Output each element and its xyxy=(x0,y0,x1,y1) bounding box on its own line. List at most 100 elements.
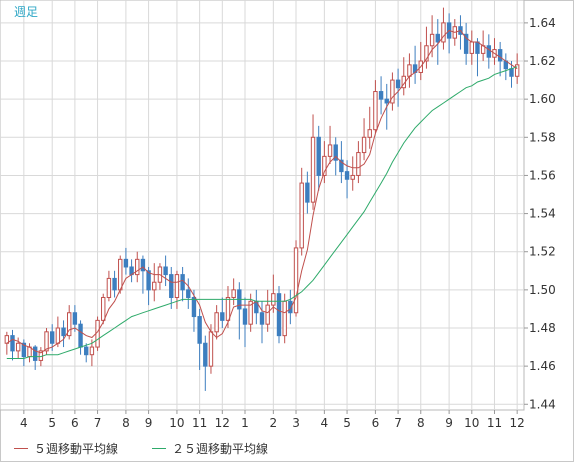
x-tick-label: 8 xyxy=(122,416,130,430)
x-tick-label: 1 xyxy=(241,416,249,430)
candle-body-up xyxy=(106,277,112,298)
x-tick-label: 12 xyxy=(510,416,525,430)
y-tick-label: 1.58 xyxy=(529,130,556,144)
candle-body-up xyxy=(407,64,412,77)
x-tick-label: 5 xyxy=(343,416,351,430)
candle-body-up xyxy=(89,346,95,356)
y-tick-label: 1.44 xyxy=(529,397,556,411)
candle-body-up xyxy=(327,144,333,157)
candle-body-down xyxy=(169,274,174,298)
candle-body-up xyxy=(514,64,520,77)
y-tick-label: 1.54 xyxy=(529,207,556,221)
x-tick-label: 3 xyxy=(292,416,300,430)
candle-body-down xyxy=(395,79,401,89)
candle-body-down xyxy=(333,144,338,161)
candle-body-down xyxy=(10,335,15,352)
candle-body-down xyxy=(475,41,480,54)
x-tick-label: 9 xyxy=(145,416,153,430)
candle-body-down xyxy=(497,49,503,62)
legend-label-ma25: ２５週移動平均線 xyxy=(172,442,269,456)
candle-body-up xyxy=(469,41,475,54)
y-tick-label: 1.56 xyxy=(529,168,556,182)
x-tick-label: 11 xyxy=(192,416,207,430)
candle-body-down xyxy=(316,136,321,176)
candle-body-up xyxy=(225,296,231,321)
y-axis-ticks: 1.44 1.46 1.48 1.50 1.52 1.54 1.56 1.58 1.60 1.62… xyxy=(524,16,556,411)
legend-item-ma25: ２５週移動平均線 xyxy=(152,440,268,457)
legend-swatch-ma5 xyxy=(14,448,28,449)
candle-body-up xyxy=(214,312,219,333)
candle-body-down xyxy=(72,312,78,325)
candle-body-down xyxy=(180,274,185,291)
candle-body-down xyxy=(242,308,248,325)
candle-body-up xyxy=(101,296,106,321)
candle-body-up xyxy=(135,258,140,276)
candle-body-down xyxy=(435,33,440,43)
candle-body-up xyxy=(367,129,372,138)
candle-body-up xyxy=(282,300,287,337)
candle-body-up xyxy=(67,312,72,337)
candle-body-up xyxy=(350,174,355,180)
candle-body-down xyxy=(463,33,469,54)
candle-body-down xyxy=(486,45,492,58)
candle-body-up xyxy=(299,182,304,249)
candle-body-up xyxy=(441,22,446,43)
x-tick-label: 11 xyxy=(487,416,502,430)
x-tick-label: 9 xyxy=(445,416,453,430)
candle-body-up xyxy=(373,91,378,131)
y-tick-label: 1.64 xyxy=(529,16,556,30)
candle-body-down xyxy=(84,346,89,356)
candle-body-down xyxy=(78,323,83,348)
ma5-line xyxy=(6,29,518,354)
x-tick-label: 6 xyxy=(372,416,380,430)
candle-body-down xyxy=(305,182,310,203)
y-tick-label: 1.62 xyxy=(529,54,556,68)
x-tick-label: 8 xyxy=(417,416,425,430)
candle-body-down xyxy=(509,68,514,77)
candle-body-down xyxy=(140,258,146,272)
candle-body-down xyxy=(49,331,55,344)
x-axis-ticks: 4 5 6 7 8 9 10 11 12 1 2 3 4 5 6 7 8 9 10 11 12 xyxy=(20,410,525,430)
candle-body-down xyxy=(186,289,191,298)
candle-body-up xyxy=(390,79,395,104)
candle-body-down xyxy=(197,316,202,344)
candle-body-down xyxy=(276,293,282,337)
candle-body-down xyxy=(191,296,197,318)
x-tick-label: 10 xyxy=(169,416,184,430)
candle-body-up xyxy=(152,281,157,291)
x-tick-label: 2 xyxy=(270,416,278,430)
candle-body-up xyxy=(208,331,214,367)
moving-averages xyxy=(6,29,518,359)
candle-body-down xyxy=(123,258,129,268)
x-tick-label: 10 xyxy=(464,416,479,430)
candles xyxy=(4,7,520,391)
candle-body-up xyxy=(271,293,276,306)
x-tick-label: 6 xyxy=(71,416,79,430)
candle-body-down xyxy=(259,312,265,325)
x-tick-label: 5 xyxy=(48,416,56,430)
candle-body-down xyxy=(220,312,225,321)
candle-body-up xyxy=(15,342,21,352)
candle-body-down xyxy=(288,300,293,314)
candle-body-up xyxy=(429,33,435,47)
candle-body-up xyxy=(310,136,316,203)
candle-body-up xyxy=(248,300,253,325)
candle-body-up xyxy=(174,274,180,298)
y-tick-label: 1.52 xyxy=(529,245,556,259)
candle-body-down xyxy=(339,159,344,173)
candle-body-up xyxy=(118,258,123,291)
candle-body-up xyxy=(361,136,367,154)
candle-body-down xyxy=(344,171,350,180)
ma25-line xyxy=(6,66,518,359)
y-tick-label: 1.48 xyxy=(529,321,556,335)
candle-body-down xyxy=(61,327,66,337)
candle-body-down xyxy=(112,277,117,291)
candle-body-down xyxy=(378,91,384,100)
candle-body-up xyxy=(356,152,361,176)
y-tick-label: 1.50 xyxy=(529,283,556,297)
y-tick-label: 1.46 xyxy=(529,359,556,373)
x-tick-label: 4 xyxy=(321,416,329,430)
x-tick-label: 4 xyxy=(20,416,28,430)
candle-body-up xyxy=(322,155,327,176)
